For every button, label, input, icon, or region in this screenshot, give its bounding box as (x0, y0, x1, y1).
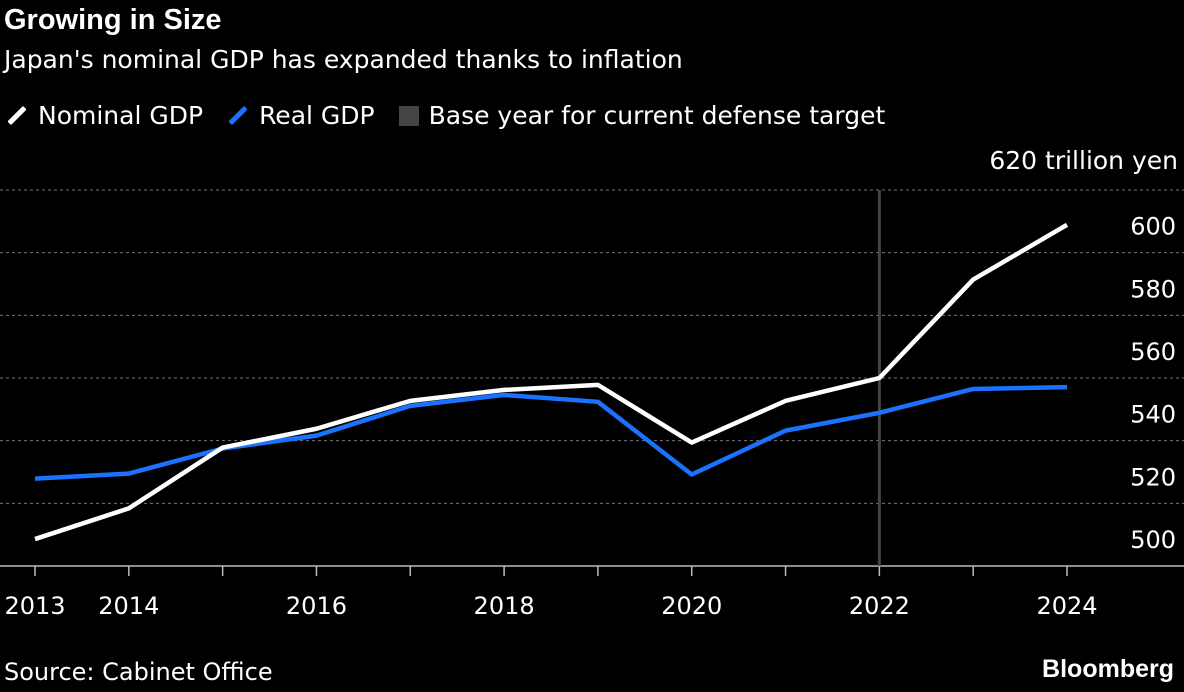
legend-label: Real GDP (259, 101, 375, 130)
y-tick-label: 520 (1130, 463, 1176, 491)
bloomberg-logo: Bloomberg (1042, 655, 1174, 683)
legend-label: Base year for current defense target (428, 101, 886, 130)
legend-label: Nominal GDP (38, 101, 204, 130)
nominal-gdp-line (34, 222, 1069, 542)
x-tick-label: 2020 (661, 592, 722, 620)
x-tick-label: 2024 (1036, 592, 1097, 620)
legend: Nominal GDP Real GDP Base year for curre… (6, 101, 909, 130)
unit-label: 620 trillion yen (989, 146, 1178, 175)
legend-nominal: Nominal GDP (6, 101, 203, 130)
real-gdp-line (34, 384, 1068, 481)
x-tick-label: 2022 (849, 592, 910, 620)
legend-real: Real GDP (227, 101, 375, 130)
x-tick-label: 2013 (4, 592, 65, 620)
x-tick-label: 2018 (474, 592, 535, 620)
base-year-swatch-icon (398, 105, 419, 126)
chart-title: Growing in Size (4, 4, 222, 36)
y-tick-label: 600 (1130, 213, 1176, 241)
y-tick-label: 560 (1130, 338, 1176, 366)
chart-subtitle: Japan's nominal GDP has expanded thanks … (4, 45, 683, 74)
legend-base-year: Base year for current defense target (398, 101, 886, 130)
x-tick-label: 2014 (98, 592, 159, 620)
y-tick-label: 500 (1130, 526, 1176, 554)
y-tick-label: 580 (1130, 275, 1176, 303)
y-tick-label: 540 (1130, 401, 1176, 429)
x-tick-label: 2016 (286, 592, 347, 620)
source-note: Source: Cabinet Office (4, 658, 273, 686)
